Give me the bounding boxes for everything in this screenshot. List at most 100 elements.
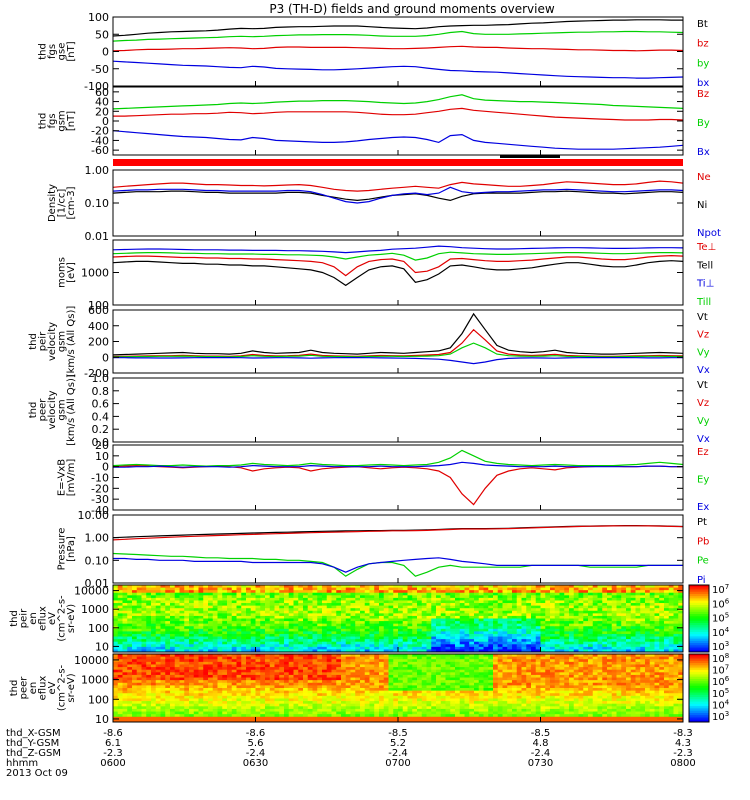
svg-text:E=-VxB: E=-VxB	[57, 459, 68, 496]
y-tick-label: 0.4	[92, 410, 110, 423]
quality-bar	[113, 159, 683, 166]
y-tick-label: 100	[88, 11, 109, 24]
y-tick-label: 0.01	[85, 577, 110, 590]
svg-text:thd: thd	[38, 113, 49, 130]
y-tick-label: 0	[102, 461, 109, 474]
y-tick-label: 20	[95, 105, 109, 118]
svg-text:moms: moms	[57, 257, 68, 288]
ephemeris-value: 4.3	[675, 738, 691, 749]
series-Ez	[112, 464, 683, 506]
legend-entry: Vz	[697, 398, 709, 409]
colorbar-label: 105	[712, 612, 729, 625]
y-tick-label: 20	[95, 439, 109, 452]
series-Till	[112, 251, 684, 261]
y-tick-label: -30	[91, 493, 109, 506]
svg-text:[km/s (All Qs)]: [km/s (All Qs)]	[66, 306, 77, 378]
series-By	[112, 94, 684, 110]
y-tick-label: 0	[102, 46, 109, 59]
date-label: 2013 Oct 09	[6, 768, 68, 779]
ephemeris-value: -8.6	[103, 728, 123, 739]
legend-entry: Vy	[697, 416, 710, 427]
y-tick-label: 0	[102, 351, 109, 364]
svg-text:eV: eV	[47, 612, 58, 625]
svg-text:gsm: gsm	[57, 110, 68, 131]
y-tick-label: 400	[88, 320, 109, 333]
ephemeris-value: 5.2	[390, 738, 406, 749]
y-tick-label: 0.10	[85, 197, 110, 210]
svg-text:thd: thd	[9, 610, 20, 627]
svg-text:Pressure: Pressure	[57, 528, 68, 571]
svg-text:fgs: fgs	[47, 44, 58, 59]
y-tick-label: 200	[88, 336, 109, 349]
svg-text:[nT]: [nT]	[66, 111, 77, 131]
ephemeris-value: 0600	[100, 758, 125, 769]
svg-text:Density: Density	[47, 184, 58, 222]
panel-frame	[112, 169, 684, 237]
svg-text:sr-eV): sr-eV)	[66, 604, 77, 633]
y-tick-label: 0.6	[92, 398, 110, 411]
y-tick-label: 10	[95, 450, 109, 463]
y-tick-label: 1.00	[85, 164, 110, 177]
series-Pe	[112, 552, 683, 577]
ephemeris-value: -8.5	[388, 728, 408, 739]
svg-text:gse: gse	[57, 43, 68, 61]
panel-frame	[112, 514, 684, 584]
ephemeris-value: -8.5	[531, 728, 551, 739]
legend-entry: Vz	[697, 330, 709, 341]
legend-entry: Vx	[697, 365, 710, 376]
ephemeris-value: -8.6	[246, 728, 266, 739]
svg-text:thd: thd	[38, 43, 49, 60]
ephemeris-value: -2.3	[103, 748, 123, 759]
y-tick-label: -20	[91, 125, 109, 138]
ephemeris-value: -2.3	[673, 748, 693, 759]
y-tick-label: 100	[88, 299, 109, 312]
ephemeris-value: -2.4	[246, 748, 266, 759]
legend-entry: Vt	[697, 312, 708, 323]
y-tick-label: -100	[84, 80, 109, 93]
y-tick-label: 0.01	[85, 230, 110, 243]
legend-entry: Ti⊥	[696, 279, 714, 290]
legend-entry: Ne	[697, 172, 711, 183]
y-tick-label: 1000	[81, 603, 109, 616]
series-Ni	[112, 190, 684, 202]
series-Vz	[112, 328, 684, 358]
y-tick-label: 50	[95, 28, 109, 41]
figure-title: P3 (TH-D) fields and ground moments over…	[269, 2, 554, 16]
svg-text:[nT]: [nT]	[66, 41, 77, 61]
legend-entry: Ni	[697, 200, 707, 211]
legend-entry: Vx	[697, 434, 710, 445]
y-tick-label: 1.00	[85, 532, 110, 545]
y-axis-label: E=-VxB[mV/m]	[57, 459, 78, 497]
series-Tell	[112, 260, 684, 287]
series-bz	[112, 45, 684, 52]
series-bx	[112, 60, 684, 79]
y-tick-label: 0.8	[92, 385, 110, 398]
svg-text:[cm-3]: [cm-3]	[66, 186, 77, 219]
y-tick-label: 10	[95, 640, 109, 653]
legend-entry: bz	[697, 39, 709, 50]
legend-entry: Ex	[697, 502, 709, 513]
ephemeris-value: 0700	[385, 758, 410, 769]
series-Bt	[112, 19, 683, 37]
y-axis-label: Density[1/cc][cm-3]	[47, 184, 77, 222]
series-Vx	[112, 357, 683, 365]
series-Te⊥	[112, 254, 684, 277]
series-Bz	[113, 107, 684, 121]
svg-text:peer: peer	[38, 398, 49, 422]
svg-text:[km/s (All Qs)]: [km/s (All Qs)]	[66, 374, 77, 446]
svg-text:thd: thd	[28, 333, 39, 350]
svg-text:(cm^2-s-: (cm^2-s-	[57, 595, 68, 642]
svg-text:[mV/m]: [mV/m]	[66, 459, 77, 497]
ephemeris-value: -8.3	[673, 728, 693, 739]
panel-temperature: 1000 100 moms[eV] Te⊥ Tell Ti⊥ Till	[57, 239, 716, 312]
colorbar-label: 107	[712, 583, 729, 596]
svg-text:peir: peir	[38, 331, 49, 351]
legend-entry: Ez	[697, 447, 709, 458]
